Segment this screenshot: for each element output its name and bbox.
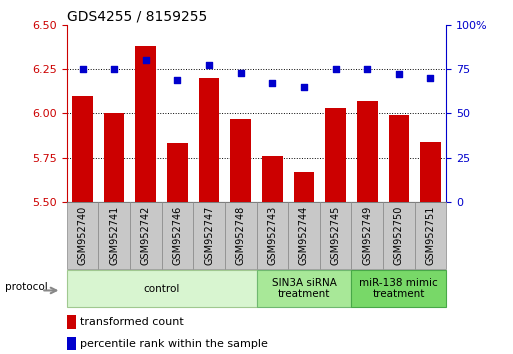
Bar <box>230 119 251 202</box>
Text: GSM952748: GSM952748 <box>235 206 246 265</box>
FancyBboxPatch shape <box>193 202 225 269</box>
Point <box>110 66 118 72</box>
FancyBboxPatch shape <box>225 202 256 269</box>
Bar <box>67 337 76 350</box>
FancyBboxPatch shape <box>98 202 130 269</box>
Bar <box>104 113 125 202</box>
Point <box>142 57 150 63</box>
Text: GSM952740: GSM952740 <box>77 206 88 265</box>
Text: transformed count: transformed count <box>80 317 184 327</box>
FancyBboxPatch shape <box>288 202 320 269</box>
Text: GSM952743: GSM952743 <box>267 206 278 265</box>
Bar <box>357 101 378 202</box>
FancyBboxPatch shape <box>351 270 446 307</box>
FancyBboxPatch shape <box>415 202 446 269</box>
FancyBboxPatch shape <box>67 270 256 307</box>
Text: GSM952750: GSM952750 <box>394 206 404 265</box>
Text: GSM952751: GSM952751 <box>425 206 436 265</box>
FancyBboxPatch shape <box>256 270 351 307</box>
Bar <box>67 315 76 329</box>
Point <box>363 66 371 72</box>
Text: GDS4255 / 8159255: GDS4255 / 8159255 <box>67 9 207 23</box>
Bar <box>325 108 346 202</box>
FancyBboxPatch shape <box>162 202 193 269</box>
Point <box>78 66 87 72</box>
Text: percentile rank within the sample: percentile rank within the sample <box>80 339 268 349</box>
FancyBboxPatch shape <box>383 202 415 269</box>
Text: GSM952746: GSM952746 <box>172 206 183 265</box>
Text: miR-138 mimic
treatment: miR-138 mimic treatment <box>360 278 438 299</box>
Bar <box>262 156 283 202</box>
FancyBboxPatch shape <box>351 202 383 269</box>
FancyBboxPatch shape <box>256 202 288 269</box>
Point <box>426 75 435 81</box>
Bar <box>135 46 156 202</box>
FancyBboxPatch shape <box>130 202 162 269</box>
Text: SIN3A siRNA
treatment: SIN3A siRNA treatment <box>271 278 337 299</box>
Point <box>173 77 182 82</box>
FancyBboxPatch shape <box>67 202 98 269</box>
Text: GSM952745: GSM952745 <box>330 206 341 265</box>
Text: GSM952744: GSM952744 <box>299 206 309 265</box>
Point <box>331 66 340 72</box>
Point <box>205 63 213 68</box>
Point <box>300 84 308 90</box>
Point <box>268 80 277 86</box>
Text: control: control <box>144 284 180 293</box>
Point <box>394 72 403 77</box>
Text: GSM952742: GSM952742 <box>141 206 151 265</box>
Point <box>236 70 245 75</box>
Text: GSM952747: GSM952747 <box>204 206 214 265</box>
Bar <box>72 96 93 202</box>
Bar <box>388 115 409 202</box>
Text: GSM952741: GSM952741 <box>109 206 119 265</box>
Text: protocol: protocol <box>5 281 48 292</box>
Bar <box>293 172 314 202</box>
Bar <box>199 78 220 202</box>
Bar <box>420 142 441 202</box>
Bar <box>167 143 188 202</box>
Text: GSM952749: GSM952749 <box>362 206 372 265</box>
FancyBboxPatch shape <box>320 202 351 269</box>
